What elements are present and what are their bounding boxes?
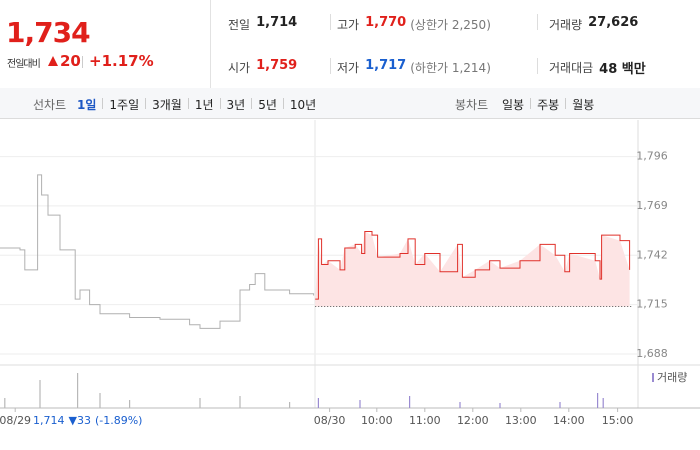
volume-bar <box>499 403 501 408</box>
volume-bar <box>459 402 461 408</box>
y-tick-label: 1,769 <box>636 199 668 212</box>
divider <box>537 58 538 74</box>
quote-value: 27,626 <box>588 15 639 30</box>
quote-value: 1,770 <box>365 15 407 30</box>
volume-bar <box>597 393 599 408</box>
volume-bar <box>602 398 604 408</box>
volume-bar <box>99 393 101 408</box>
divider <box>330 58 331 74</box>
tab[interactable]: 월봉 <box>572 98 595 112</box>
quote-value: 1,714 <box>256 15 298 30</box>
x-tick-label: 12:00 <box>457 414 489 427</box>
prev-close: 1,714 <box>33 414 65 427</box>
divider <box>330 14 331 30</box>
divider <box>82 56 83 68</box>
prev-change-pct: (-1.89%) <box>95 414 143 427</box>
change-pct: +1.17% <box>89 52 154 70</box>
divider <box>282 98 284 109</box>
divider <box>102 98 104 109</box>
current-price: 1,734 <box>6 16 91 49</box>
divider <box>251 98 253 109</box>
volume-bar <box>4 398 6 408</box>
quote-note: (상한가 2,250) <box>410 18 491 32</box>
y-tick-label: 1,688 <box>636 347 668 360</box>
x-tick-label: 11:00 <box>409 414 441 427</box>
tab[interactable]: 5년 <box>258 98 277 112</box>
divider <box>530 98 532 109</box>
divider <box>537 14 538 30</box>
x-tick-label: 15:00 <box>602 414 634 427</box>
divider <box>219 98 221 109</box>
quote-note: (하한가 1,214) <box>410 61 491 75</box>
x-tick-label: 08/30 <box>314 414 346 427</box>
volume-bar <box>409 396 411 408</box>
tab[interactable]: 1일 <box>77 98 97 112</box>
quote-label: 저가 <box>337 61 360 75</box>
y-tick-label: 1,742 <box>636 248 668 261</box>
quote-label: 거래량 <box>549 18 583 32</box>
tab[interactable]: 주봉 <box>537 98 560 112</box>
quote-header: 1,734 전일대비 20 +1.17% 전일 1,714 고가 1,770 (상한가 … <box>0 0 700 89</box>
up-icon <box>48 56 58 66</box>
quote-value: 1,759 <box>256 58 298 73</box>
tab[interactable]: 10년 <box>289 98 317 112</box>
quote-value: 48 백만 <box>599 62 646 77</box>
divider <box>145 98 147 109</box>
x-tick-label: 10:00 <box>361 414 393 427</box>
tab-group-label: 봉차트 <box>455 98 489 112</box>
quote-label: 시가 <box>228 61 251 75</box>
quote-label: 거래대금 <box>549 61 594 75</box>
x-tick-label: 08/29 <box>0 414 31 427</box>
area-fill <box>315 231 630 307</box>
up-triangle <box>48 56 58 66</box>
divider <box>187 98 189 109</box>
price-line <box>315 231 631 300</box>
x-tick-label: 14:00 <box>553 414 585 427</box>
tab[interactable]: 3개월 <box>152 98 182 112</box>
divider <box>565 98 567 109</box>
x-tick-label: 13:00 <box>505 414 537 427</box>
volume-bar <box>39 380 41 408</box>
volume-bar <box>359 400 361 408</box>
y-tick-label: 1,715 <box>636 298 668 311</box>
volume-bar <box>199 398 201 408</box>
volume-bar <box>559 402 561 408</box>
volume-bar <box>239 396 241 408</box>
change-label: 전일대비 <box>7 59 41 70</box>
change: 20 <box>60 52 81 70</box>
tab[interactable]: 1년 <box>194 98 214 112</box>
prev-change: ▼33 <box>69 414 91 427</box>
divider <box>210 0 211 88</box>
tab[interactable]: 일봉 <box>502 98 525 112</box>
tab-group-label: 선차트 <box>33 98 67 112</box>
legend-label: 거래량 <box>657 371 687 384</box>
tab[interactable]: 3년 <box>226 98 246 112</box>
volume-bar <box>317 398 319 408</box>
quote-label: 고가 <box>337 18 360 32</box>
quote-label: 전일 <box>228 18 251 32</box>
legend-swatch <box>652 373 654 382</box>
volume-bar <box>77 373 79 408</box>
prev-summary: 1,714 ▼33 (-1.89%) <box>33 414 142 427</box>
y-tick-label: 1,796 <box>636 150 668 163</box>
price-line <box>0 174 315 329</box>
tab-bar: 선차트 1일 1주일 3개월 1년 3년 5년 10년 봉차트 일봉 주봉 월봉 <box>0 88 700 119</box>
volume-bar <box>129 400 131 408</box>
quote-value: 1,717 <box>365 58 407 73</box>
tab[interactable]: 1주일 <box>109 98 140 112</box>
volume-bar <box>289 402 291 408</box>
